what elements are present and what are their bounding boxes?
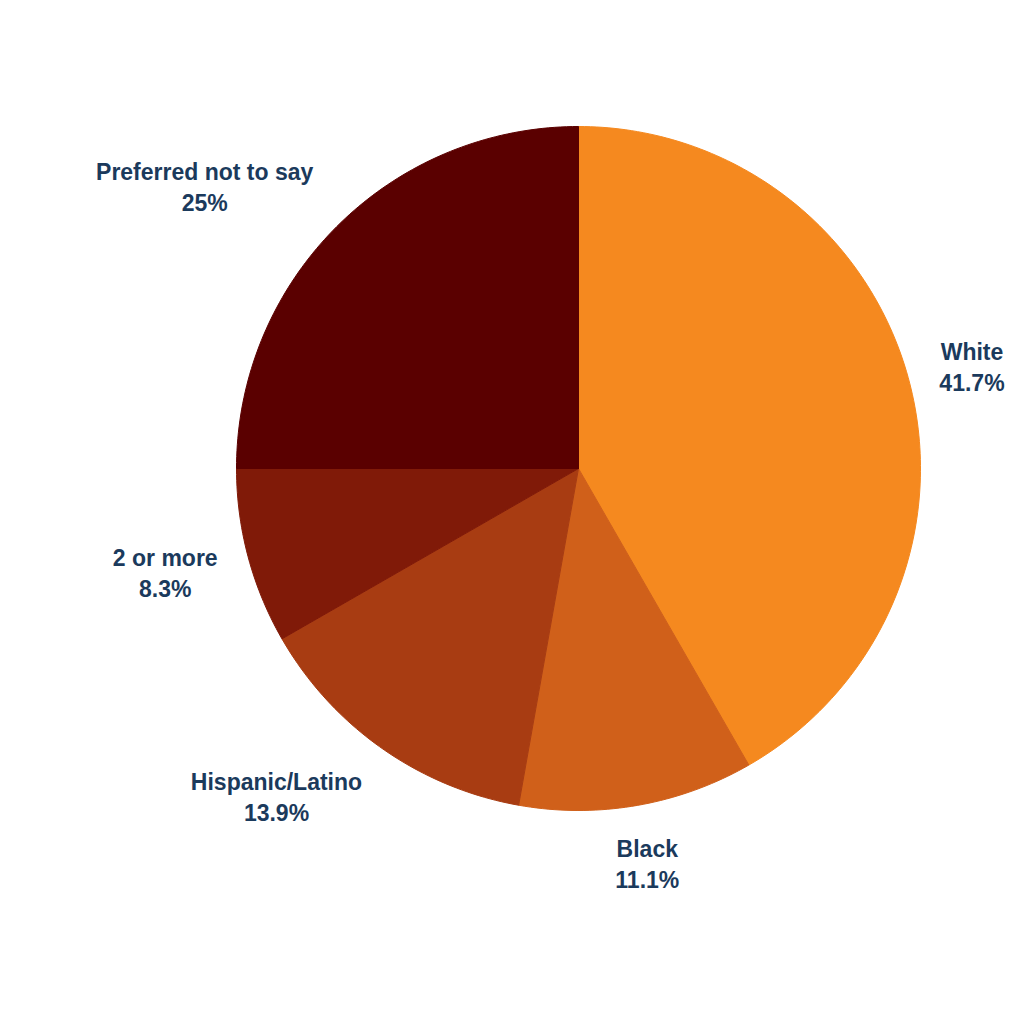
svg-text:Black11.1%: Black11.1%: [615, 836, 679, 893]
svg-text:Preferred not to say25%: Preferred not to say25%: [96, 159, 313, 216]
svg-text:Hispanic/Latino13.9%: Hispanic/Latino13.9%: [191, 769, 362, 826]
svg-text:2 or more8.3%: 2 or more8.3%: [113, 545, 218, 602]
svg-text:White41.7%: White41.7%: [939, 339, 1004, 396]
